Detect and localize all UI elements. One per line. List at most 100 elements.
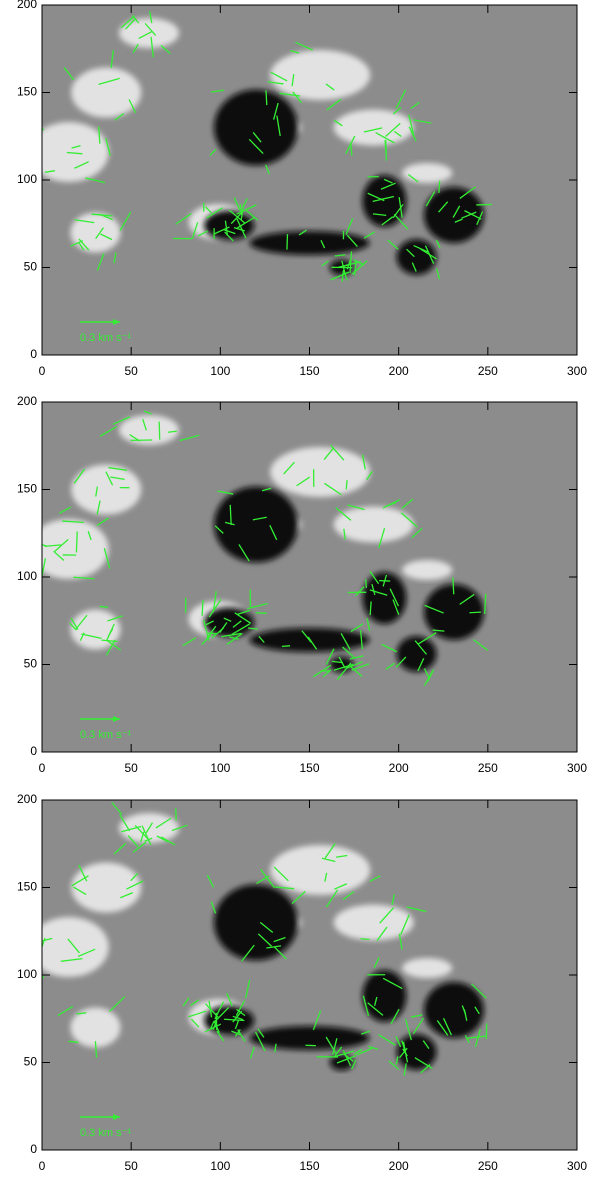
velocity-arrow — [307, 636, 318, 650]
velocity-arrow — [389, 588, 400, 607]
velocity-arrow — [404, 1018, 412, 1041]
velocity-arrow — [372, 195, 395, 203]
scale-label: 0.3 km s⁻¹ — [80, 1127, 131, 1139]
velocity-arrow — [31, 938, 41, 939]
velocity-arrow — [273, 946, 287, 960]
velocity-arrow — [325, 1036, 337, 1055]
velocity-arrow — [205, 206, 212, 214]
velocity-arrow — [145, 822, 154, 834]
velocity-arrow — [320, 239, 326, 249]
x-tick-label: 50 — [124, 761, 138, 775]
y-tick-label: 0 — [30, 744, 37, 758]
velocity-arrow — [44, 544, 61, 547]
velocity-arrow — [204, 1023, 222, 1033]
velocity-arrow — [390, 1008, 400, 1025]
velocity-arrow — [127, 835, 139, 848]
velocity-arrow — [369, 601, 372, 616]
velocity-arrow — [99, 213, 113, 221]
velocity-arrow — [424, 245, 435, 264]
velocity-arrow — [160, 44, 171, 55]
x-tick-label: 0 — [39, 1159, 46, 1173]
velocity-arrow — [369, 875, 381, 882]
velocity-arrow — [167, 430, 177, 433]
velocity-arrow — [436, 1020, 449, 1036]
velocity-arrow — [233, 197, 241, 212]
velocity-arrow — [454, 218, 463, 223]
velocity-arrow — [345, 135, 356, 155]
velocity-arrow — [132, 43, 139, 54]
velocity-arrow — [247, 627, 258, 630]
velocity-arrow — [237, 1029, 246, 1042]
velocity-arrow — [353, 259, 365, 266]
velocity-arrow — [230, 211, 243, 225]
velocity-arrow — [452, 577, 455, 595]
velocity-arrow — [201, 599, 204, 616]
velocity-arrow — [402, 1041, 409, 1063]
velocity-arrow — [44, 170, 56, 173]
y-tick-label: 200 — [17, 792, 37, 806]
velocity-arrow — [401, 498, 414, 509]
velocity-arrow — [324, 842, 336, 859]
velocity-arrow — [355, 586, 365, 597]
positive-flux — [42, 519, 109, 579]
positive-flux — [402, 958, 453, 978]
velocity-arrow — [252, 132, 262, 143]
x-tick-label: 150 — [299, 364, 319, 378]
velocity-arrow — [272, 886, 295, 890]
velocity-arrow — [42, 937, 53, 942]
velocity-arrow — [77, 241, 85, 251]
velocity-arrow — [412, 1017, 425, 1035]
velocity-arrow — [408, 114, 415, 136]
velocity-arrow — [388, 1060, 400, 1070]
negative-flux — [214, 89, 298, 166]
velocity-arrow — [78, 864, 88, 882]
positive-flux — [71, 67, 142, 118]
positive-flux — [333, 506, 414, 543]
velocity-arrow — [254, 1031, 266, 1052]
negative-flux — [214, 884, 298, 961]
velocity-arrow — [42, 127, 45, 131]
velocity-arrow — [368, 1045, 379, 1051]
magnetogram — [42, 402, 577, 752]
velocity-arrow — [342, 891, 355, 901]
velocity-arrow — [207, 632, 217, 635]
velocity-arrow — [291, 74, 295, 87]
velocity-arrow — [336, 1055, 357, 1064]
velocity-arrow — [214, 525, 224, 534]
velocity-arrow — [334, 254, 346, 257]
velocity-arrow — [435, 268, 441, 280]
velocity-arrow — [340, 633, 351, 650]
velocity-arrow — [362, 995, 370, 1017]
y-tick-label: 50 — [24, 260, 38, 274]
velocity-arrow — [326, 98, 342, 111]
velocity-arrow — [398, 1047, 408, 1059]
velocity-arrow — [424, 604, 444, 614]
velocity-arrow — [76, 1012, 87, 1015]
velocity-arrow — [273, 936, 286, 943]
velocity-arrow — [372, 213, 387, 217]
velocity-arrow — [333, 663, 354, 671]
velocity-arrow — [107, 615, 123, 622]
velocity-arrow — [398, 933, 403, 950]
velocity-arrow — [208, 598, 222, 618]
velocity-arrow — [112, 416, 131, 425]
scale-arrow-head — [113, 716, 120, 722]
velocity-arrow — [248, 138, 264, 155]
velocity-arrow — [210, 901, 217, 914]
velocity-arrow — [212, 1020, 218, 1031]
velocity-arrow — [106, 639, 122, 651]
velocity-arrow — [266, 945, 282, 949]
velocity-arrow — [241, 944, 255, 962]
velocity-arrow — [410, 101, 420, 110]
velocity-arrow — [407, 174, 419, 183]
velocity-arrow — [476, 211, 484, 226]
velocity-arrow — [273, 866, 289, 882]
y-tick-label: 50 — [24, 1055, 38, 1069]
velocity-arrow — [330, 444, 345, 461]
velocity-arrow — [466, 1035, 487, 1039]
velocity-arrow — [413, 119, 432, 124]
velocity-arrow — [95, 227, 104, 240]
velocity-arrow — [182, 997, 190, 1007]
velocity-arrow — [226, 992, 233, 1007]
velocity-arrow — [435, 239, 441, 249]
